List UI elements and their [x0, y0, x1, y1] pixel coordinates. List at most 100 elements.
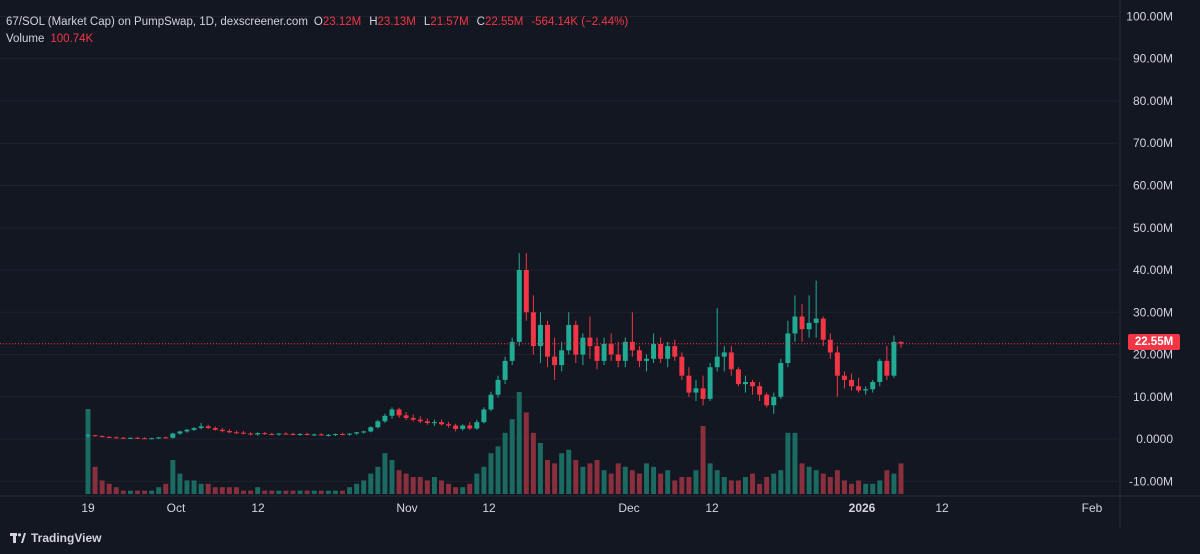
tradingview-label: TradingView: [31, 531, 102, 545]
open-label: O: [313, 16, 323, 28]
tradingview-logo[interactable]: TradingView: [10, 531, 101, 545]
volume-bar: [523, 412, 529, 494]
candle-body: [587, 337, 593, 347]
candle-body: [615, 354, 621, 361]
volume-bar: [615, 463, 621, 494]
candle-body: [368, 427, 374, 432]
candle-body: [156, 437, 162, 439]
volume-bar: [481, 466, 487, 494]
volume-bar: [177, 473, 183, 494]
volume-bar: [559, 453, 565, 494]
candle-body: [799, 316, 805, 330]
candle-body: [545, 324, 550, 357]
candle-body: [495, 379, 501, 395]
volume-bar: [566, 449, 572, 494]
volume-bar: [601, 470, 607, 494]
candle-body: [488, 394, 494, 410]
x-tick-label: Dec: [618, 501, 639, 515]
candle-body: [99, 436, 105, 438]
close-value: 22.55M: [484, 16, 524, 28]
candle-body: [149, 438, 155, 440]
x-tick-label: 12: [482, 501, 496, 515]
candle-body: [502, 360, 508, 380]
volume-row: Volume 100.74K: [6, 31, 636, 48]
candle-body: [785, 333, 791, 363]
volume-bar: [106, 483, 112, 494]
volume-bar: [792, 432, 798, 494]
x-tick-label: 12: [251, 501, 265, 515]
volume-bar: [629, 470, 635, 494]
volume-bar: [332, 490, 338, 494]
candle-body: [530, 312, 536, 347]
candle-body: [636, 350, 642, 361]
volume-bar: [545, 460, 550, 494]
volume-bar: [403, 473, 409, 494]
candle-body: [778, 362, 784, 397]
candle-body: [509, 341, 515, 361]
volume-bar: [884, 470, 890, 494]
candle-body: [163, 437, 169, 439]
footer-bar: [0, 527, 1200, 554]
candle-body: [431, 422, 437, 424]
candle-body: [629, 341, 635, 351]
candle-body: [721, 352, 727, 357]
volume-bar: [92, 466, 98, 494]
candle-body: [233, 432, 239, 434]
volume-bar: [241, 490, 247, 494]
volume-bar: [870, 483, 876, 494]
candle-body: [467, 425, 473, 429]
ohlc-row: 67/SOL (Market Cap) on PumpSwap, 1D, dex…: [6, 14, 636, 31]
volume-bar: [219, 487, 225, 494]
volume-bar: [389, 460, 395, 494]
candle-body: [573, 324, 579, 355]
volume-bar: [771, 473, 777, 494]
candle-body: [135, 437, 140, 439]
volume-bar: [226, 487, 232, 494]
y-tick-label: -10.00M: [1129, 474, 1173, 488]
volume-label[interactable]: Volume: [6, 33, 45, 45]
candle-body: [764, 394, 770, 406]
close-label: C: [476, 16, 485, 28]
candle-body: [304, 433, 310, 435]
y-tick-label: 50.00M: [1133, 221, 1173, 235]
candle-body: [113, 437, 119, 439]
candle-body: [127, 437, 133, 439]
candle-body: [806, 322, 812, 330]
candle-body: [177, 431, 183, 434]
volume-bar: [757, 483, 763, 494]
candle-body: [255, 433, 261, 435]
volume-bar: [488, 453, 494, 494]
candle-body: [877, 360, 883, 383]
volume-bar: [375, 466, 381, 494]
change-value: -564.14K (−2.44%): [531, 16, 629, 28]
volume-bar: [672, 480, 678, 494]
candle-body: [241, 432, 247, 434]
candle-body: [248, 433, 254, 435]
volume-bar: [340, 490, 345, 494]
y-tick-label: 80.00M: [1133, 94, 1173, 108]
volume-bar: [799, 463, 805, 494]
candle-body: [601, 343, 607, 361]
x-tick-label: 12: [705, 501, 719, 515]
volume-bar: [856, 480, 862, 494]
pair-title[interactable]: 67/SOL (Market Cap) on PumpSwap, 1D, dex…: [6, 16, 308, 28]
volume-bar: [502, 432, 508, 494]
candlestick-chart[interactable]: 100.00M 90.00M 80.00M 70.00M 60.00M 50.00M 40.…: [0, 0, 1200, 527]
volume-bar: [142, 490, 148, 494]
volume-bar: [417, 477, 423, 494]
candle-body: [863, 389, 869, 391]
volume-bar: [85, 409, 91, 494]
candle-body: [142, 438, 148, 440]
candle-body: [750, 382, 756, 387]
volume-bar: [318, 490, 324, 494]
volume-bar: [184, 480, 190, 494]
volume-bar: [834, 470, 840, 494]
candle-body: [707, 367, 713, 399]
candle-body: [827, 339, 833, 353]
x-tick-label: 19: [81, 501, 95, 515]
volume-bar: [686, 477, 692, 494]
candle-body: [403, 415, 409, 418]
candle-body: [184, 429, 190, 432]
candle-body: [693, 388, 699, 393]
candle-body: [120, 437, 126, 439]
